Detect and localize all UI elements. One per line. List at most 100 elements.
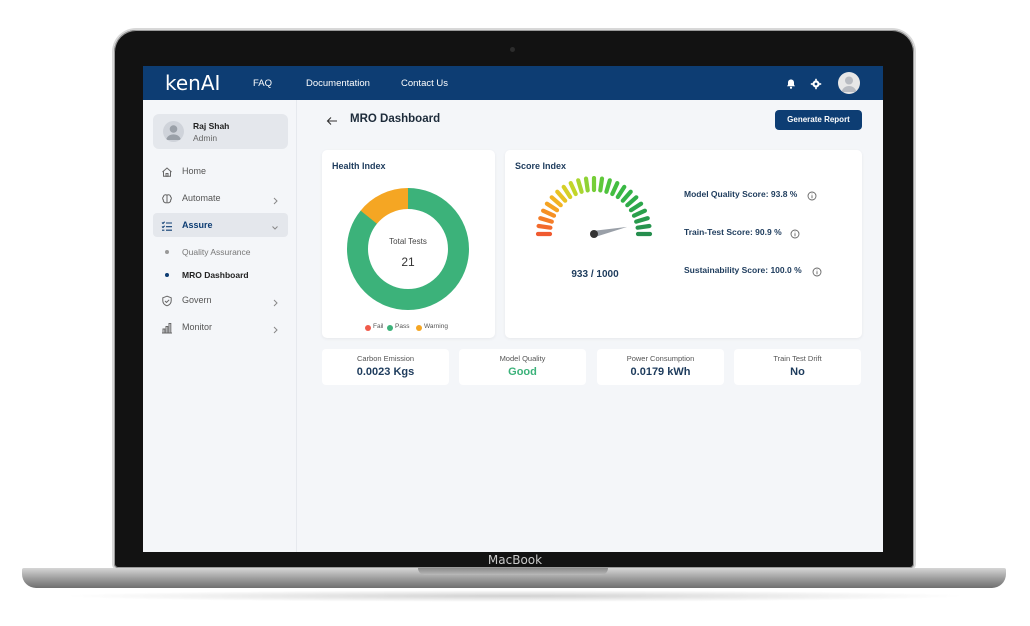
- app-logo[interactable]: kenAI: [165, 71, 221, 95]
- sidebar-subitem-label: MRO Dashboard: [182, 270, 249, 280]
- gauge-tick: [555, 189, 568, 203]
- sidebar-subitem-mro-dashboard[interactable]: MRO Dashboard: [165, 267, 285, 283]
- nav-documentation[interactable]: Documentation: [306, 78, 370, 89]
- stat-power-consumption: Power Consumption 0.0179 kWh: [597, 349, 724, 385]
- gauge-hub: [590, 230, 598, 238]
- gauge-tick: [615, 184, 627, 200]
- gear-icon[interactable]: [810, 77, 822, 90]
- card-title: Score Index: [515, 161, 567, 171]
- stat-value: 0.0179 kWh: [630, 366, 691, 378]
- sidebar-item-label: Monitor: [182, 322, 213, 332]
- legend-dot: [416, 325, 422, 331]
- health-donut-chart: Total Tests 21: [347, 188, 469, 310]
- chevron-right-icon: [271, 322, 279, 334]
- train-test-score: Train-Test Score: 90.9 %: [684, 226, 854, 240]
- chevron-right-icon: [271, 193, 279, 205]
- legend-label: Warning: [424, 323, 448, 330]
- sidebar-subitem-quality-assurance[interactable]: Quality Assurance: [165, 244, 285, 260]
- user-name: Raj Shah: [193, 121, 230, 131]
- sidebar: Raj Shah Admin Home Automate: [143, 100, 297, 552]
- laptop-notch: [418, 568, 608, 575]
- card-title: Health Index: [332, 161, 386, 171]
- chevron-down-icon: [271, 220, 279, 230]
- gauge-tick: [631, 208, 648, 218]
- sidebar-item-label: Home: [182, 166, 207, 176]
- checklist-icon: [161, 219, 173, 231]
- gauge-tick: [634, 216, 650, 224]
- gauge-tick: [541, 208, 557, 218]
- user-card[interactable]: Raj Shah Admin: [153, 114, 288, 149]
- nav-contact-us[interactable]: Contact Us: [401, 78, 448, 89]
- score-label: Sustainability Score: 100.0 %: [684, 265, 802, 275]
- webcam: [510, 47, 515, 52]
- stat-model-quality: Model Quality Good: [459, 349, 586, 385]
- info-icon[interactable]: [812, 264, 822, 277]
- gauge-tick: [620, 189, 633, 203]
- stat-label: Carbon Emission: [356, 354, 415, 363]
- page-title: MRO Dashboard: [350, 113, 441, 125]
- gauge-tick: [576, 178, 584, 194]
- donut-slice-pass: [347, 188, 469, 310]
- floor-shadow: [60, 590, 970, 602]
- gauge-tick: [635, 223, 652, 230]
- donut-svg: [347, 188, 469, 310]
- legend-label: Fail: [373, 323, 384, 330]
- sidebar-item-govern[interactable]: Govern: [153, 288, 288, 312]
- score-label: Train-Test Score: 90.9 %: [684, 227, 782, 237]
- info-icon[interactable]: [790, 226, 800, 239]
- score-index-card: Score Index 933 / 1000 Model Quality Sco…: [505, 150, 862, 338]
- gauge-tick: [538, 216, 554, 224]
- gauge-needle: [593, 226, 628, 238]
- legend-label: Pass: [395, 323, 410, 330]
- stat-label: Power Consumption: [626, 354, 695, 363]
- stat-value: 0.0023 Kgs: [356, 366, 415, 378]
- nav-faq[interactable]: FAQ: [253, 78, 273, 89]
- gauge-tick: [549, 195, 563, 208]
- shield-icon: [161, 294, 173, 307]
- score-gauge: [535, 176, 653, 238]
- brain-icon: [161, 192, 173, 204]
- sidebar-item-assure[interactable]: Assure: [153, 213, 288, 237]
- stat-carbon-emission: Carbon Emission 0.0023 Kgs: [322, 349, 449, 385]
- sidebar-subitem-label: Quality Assurance: [182, 247, 251, 257]
- stat-value: No: [790, 366, 805, 378]
- app-screen: kenAI FAQ Documentation Contact Us Raj S…: [143, 66, 883, 552]
- generate-report-button[interactable]: Generate Report: [775, 110, 862, 130]
- sidebar-item-label: Automate: [182, 193, 221, 203]
- legend-dot: [387, 325, 393, 331]
- legend-dot: [365, 325, 371, 331]
- info-icon[interactable]: [807, 188, 817, 201]
- top-navbar: kenAI FAQ Documentation Contact Us: [143, 66, 883, 100]
- gauge-value: 933 / 1000: [571, 269, 619, 280]
- user-role: Admin: [193, 133, 218, 143]
- gauge-tick: [610, 180, 620, 197]
- sidebar-item-monitor[interactable]: Monitor: [153, 315, 288, 339]
- stat-label: Train Test Drift: [773, 354, 822, 363]
- model-quality-score: Model Quality Score: 93.8 %: [684, 188, 854, 202]
- gauge-tick: [628, 201, 644, 213]
- stat-value: Good: [508, 366, 537, 378]
- gauge-tick: [604, 178, 612, 194]
- avatar: [163, 121, 184, 142]
- gauge-tick: [536, 223, 553, 230]
- bullet-icon: [165, 273, 169, 277]
- home-icon: [161, 165, 173, 177]
- stat-label: Model Quality: [499, 354, 546, 363]
- gauge-tick: [625, 195, 639, 208]
- sidebar-item-home[interactable]: Home: [153, 159, 288, 183]
- back-arrow-icon[interactable]: [326, 113, 338, 125]
- gauge-tick: [544, 201, 560, 213]
- user-avatar-icon[interactable]: [838, 72, 860, 94]
- stat-train-test-drift: Train Test Drift No: [734, 349, 861, 385]
- gauge-tick: [598, 176, 605, 193]
- chart-legend: Fail Pass Warning: [365, 323, 495, 333]
- sidebar-item-label: Assure: [182, 220, 213, 230]
- sidebar-item-automate[interactable]: Automate: [153, 186, 288, 210]
- score-label: Model Quality Score: 93.8 %: [684, 189, 798, 199]
- bullet-icon: [165, 250, 169, 254]
- bar-chart-icon: [161, 321, 173, 334]
- laptop-brand: MacBook: [487, 553, 543, 567]
- bell-icon[interactable]: [785, 77, 797, 89]
- sustainability-score: Sustainability Score: 100.0 %: [684, 264, 854, 278]
